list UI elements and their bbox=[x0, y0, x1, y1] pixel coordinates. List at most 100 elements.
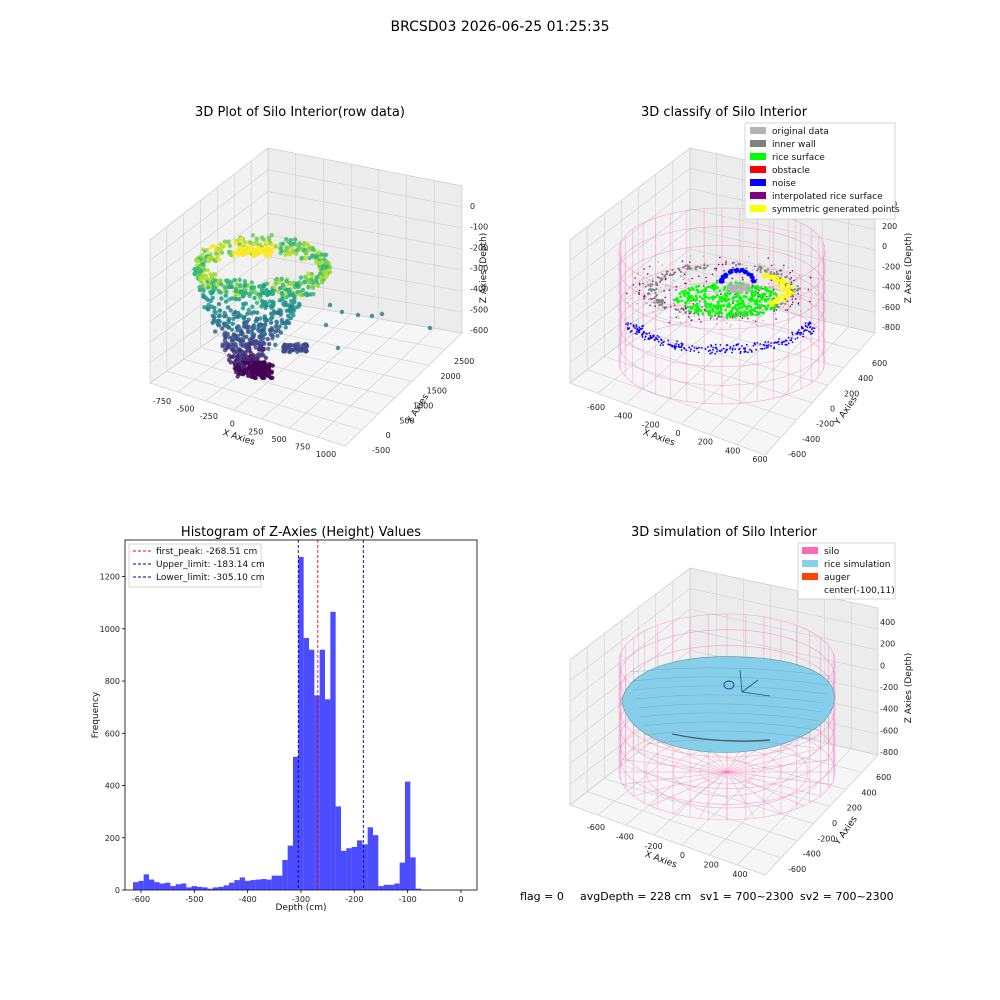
auger-line bbox=[741, 691, 771, 697]
data-point bbox=[770, 270, 773, 274]
data-point bbox=[254, 365, 259, 371]
data-point bbox=[262, 330, 267, 336]
data-point bbox=[705, 306, 709, 310]
data-point bbox=[772, 288, 775, 291]
data-point bbox=[766, 344, 769, 347]
grid-line bbox=[569, 249, 876, 343]
data-point bbox=[626, 323, 629, 326]
histogram-bar bbox=[277, 875, 283, 890]
histogram-bar bbox=[415, 888, 421, 890]
data-point bbox=[213, 319, 218, 324]
legend-label: rice simulation bbox=[824, 560, 890, 570]
data-point bbox=[254, 370, 260, 375]
data-point bbox=[241, 364, 246, 369]
data-point bbox=[625, 292, 628, 295]
data-point bbox=[771, 277, 775, 281]
tick-label: -600 bbox=[882, 303, 900, 312]
data-point bbox=[775, 301, 779, 304]
data-point bbox=[787, 342, 790, 345]
data-point bbox=[260, 348, 265, 354]
data-point bbox=[699, 321, 702, 323]
data-point bbox=[644, 296, 646, 299]
data-point bbox=[638, 291, 640, 294]
data-point bbox=[760, 297, 764, 301]
data-point bbox=[701, 312, 705, 316]
data-point bbox=[725, 289, 729, 293]
data-point bbox=[729, 326, 731, 328]
data-point bbox=[664, 296, 667, 299]
histogram-bar bbox=[149, 879, 155, 890]
data-point bbox=[757, 304, 761, 308]
data-point bbox=[674, 271, 676, 274]
tick-label: -500 bbox=[372, 446, 390, 455]
data-point bbox=[738, 270, 742, 274]
legend-label: symmetric generated points bbox=[772, 205, 900, 215]
data-point bbox=[256, 292, 261, 297]
histogram-bar bbox=[202, 887, 208, 890]
data-point bbox=[261, 324, 266, 330]
data-point bbox=[675, 285, 678, 288]
data-point bbox=[669, 343, 672, 346]
histogram-bar bbox=[298, 556, 304, 890]
data-point bbox=[683, 347, 686, 350]
data-point bbox=[708, 290, 710, 293]
data-point bbox=[781, 343, 784, 346]
data-point bbox=[714, 304, 718, 308]
data-point bbox=[310, 274, 315, 279]
data-point bbox=[794, 337, 797, 340]
data-point bbox=[776, 279, 779, 283]
tick-label: -100 bbox=[399, 895, 417, 904]
data-point bbox=[656, 298, 659, 301]
data-point bbox=[314, 254, 320, 259]
data-point bbox=[685, 349, 688, 352]
data-point bbox=[661, 306, 664, 309]
data-point bbox=[687, 279, 690, 281]
tick-label: 0 bbox=[115, 886, 120, 895]
data-point bbox=[776, 286, 780, 290]
tick-label: -800 bbox=[880, 748, 898, 757]
data-point bbox=[776, 305, 779, 308]
data-point bbox=[703, 300, 707, 304]
data-point bbox=[671, 317, 673, 320]
data-point bbox=[286, 289, 291, 294]
data-point bbox=[293, 251, 299, 257]
data-point bbox=[295, 349, 300, 354]
data-point bbox=[236, 314, 241, 319]
data-point bbox=[716, 350, 718, 353]
data-point bbox=[797, 292, 800, 295]
data-point bbox=[782, 294, 786, 298]
data-point bbox=[738, 348, 740, 351]
data-point bbox=[296, 301, 302, 307]
data-point bbox=[688, 296, 692, 300]
data-point bbox=[786, 300, 789, 303]
data-point bbox=[803, 329, 806, 332]
data-point bbox=[804, 322, 807, 325]
data-point bbox=[228, 354, 234, 360]
data-point bbox=[763, 347, 766, 350]
tick-label: 0 bbox=[680, 851, 685, 860]
surface-mesh-line bbox=[641, 721, 819, 731]
data-point bbox=[678, 292, 682, 296]
data-point bbox=[281, 345, 286, 350]
data-point bbox=[760, 347, 763, 350]
tick-label: 600 bbox=[105, 729, 120, 738]
data-point bbox=[689, 299, 693, 303]
histogram-vlines bbox=[297, 540, 364, 890]
data-point bbox=[242, 368, 248, 373]
data-point bbox=[672, 273, 675, 276]
tick-label: 500 bbox=[399, 416, 414, 425]
classify-y-axis-label: Y Axies bbox=[832, 394, 860, 427]
data-point bbox=[743, 312, 747, 316]
grid-line bbox=[149, 169, 463, 261]
data-point bbox=[790, 283, 793, 286]
footer-status: flag = 0 avgDepth = 228 cm sv1 = 700~230… bbox=[520, 890, 894, 903]
tick-label: -400 bbox=[802, 435, 820, 444]
tick-label: -600 bbox=[470, 326, 488, 335]
data-point bbox=[283, 248, 288, 254]
data-point bbox=[769, 303, 773, 307]
data-point bbox=[223, 293, 228, 298]
data-point bbox=[683, 273, 686, 276]
legend-label: first_peak: -268.51 cm bbox=[156, 547, 257, 557]
data-point bbox=[735, 267, 739, 271]
data-point bbox=[711, 273, 714, 276]
